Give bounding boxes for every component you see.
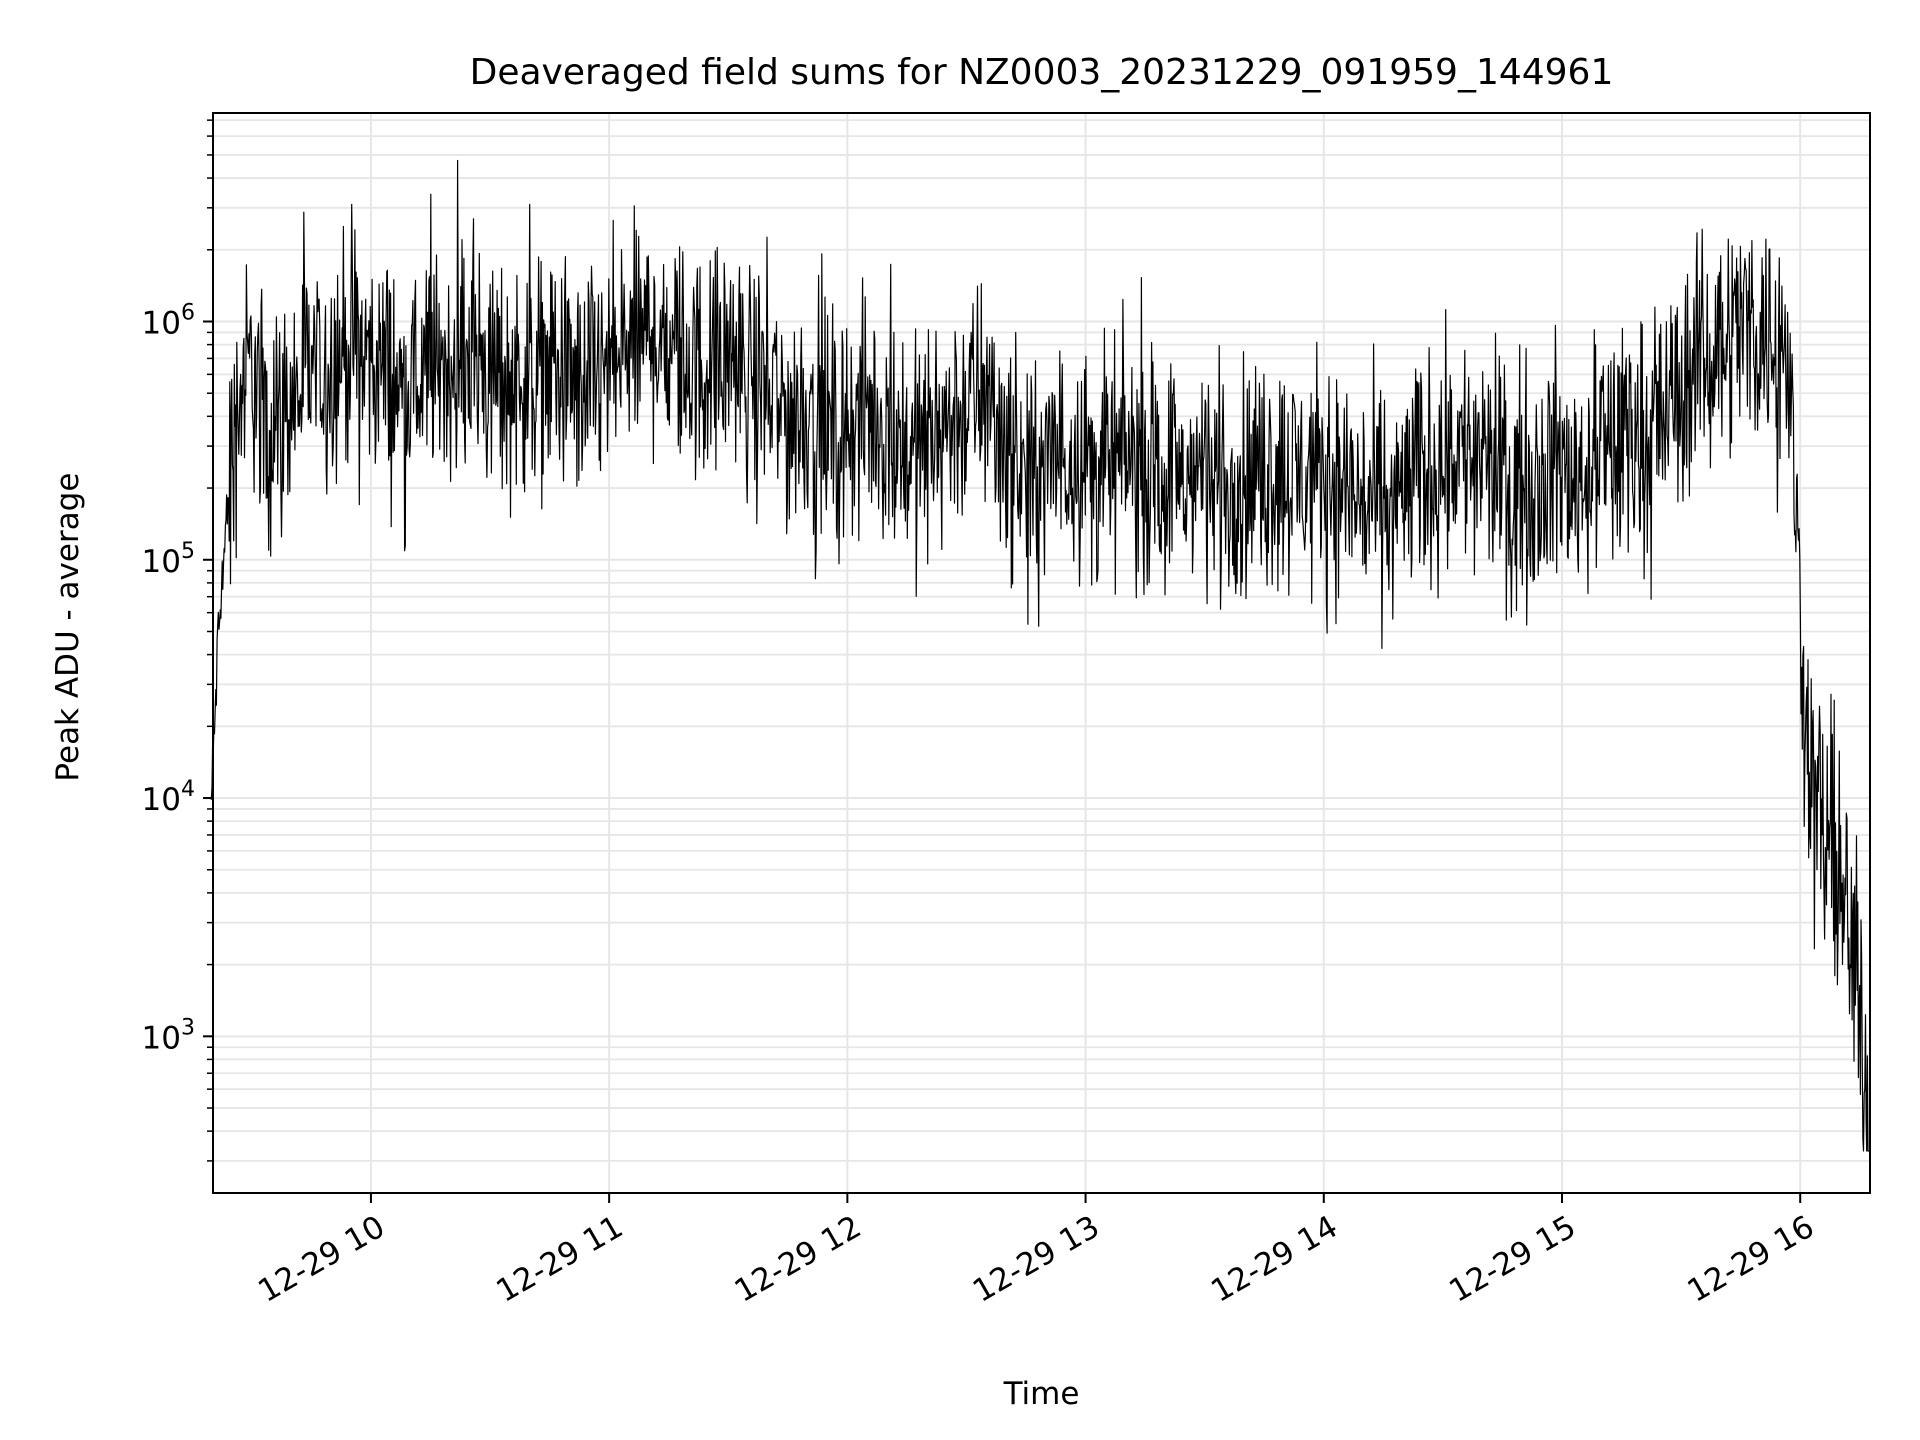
y-tick-label: 105	[142, 539, 195, 580]
x-axis-label: Time	[1003, 1376, 1080, 1412]
y-axis: 103 104 105 106	[142, 119, 213, 1162]
y-tick-label: 106	[142, 301, 195, 342]
y-axis-label: Peak ADU - average	[50, 473, 86, 782]
chart-title: Deaveraged field sums for NZ0003_2023122…	[470, 52, 1614, 93]
grid	[213, 113, 1870, 1193]
series-line	[210, 159, 1870, 1152]
y-tick-label: 103	[142, 1015, 195, 1056]
y-tick-label: 104	[142, 777, 195, 818]
plot-frame	[212, 112, 1871, 1194]
